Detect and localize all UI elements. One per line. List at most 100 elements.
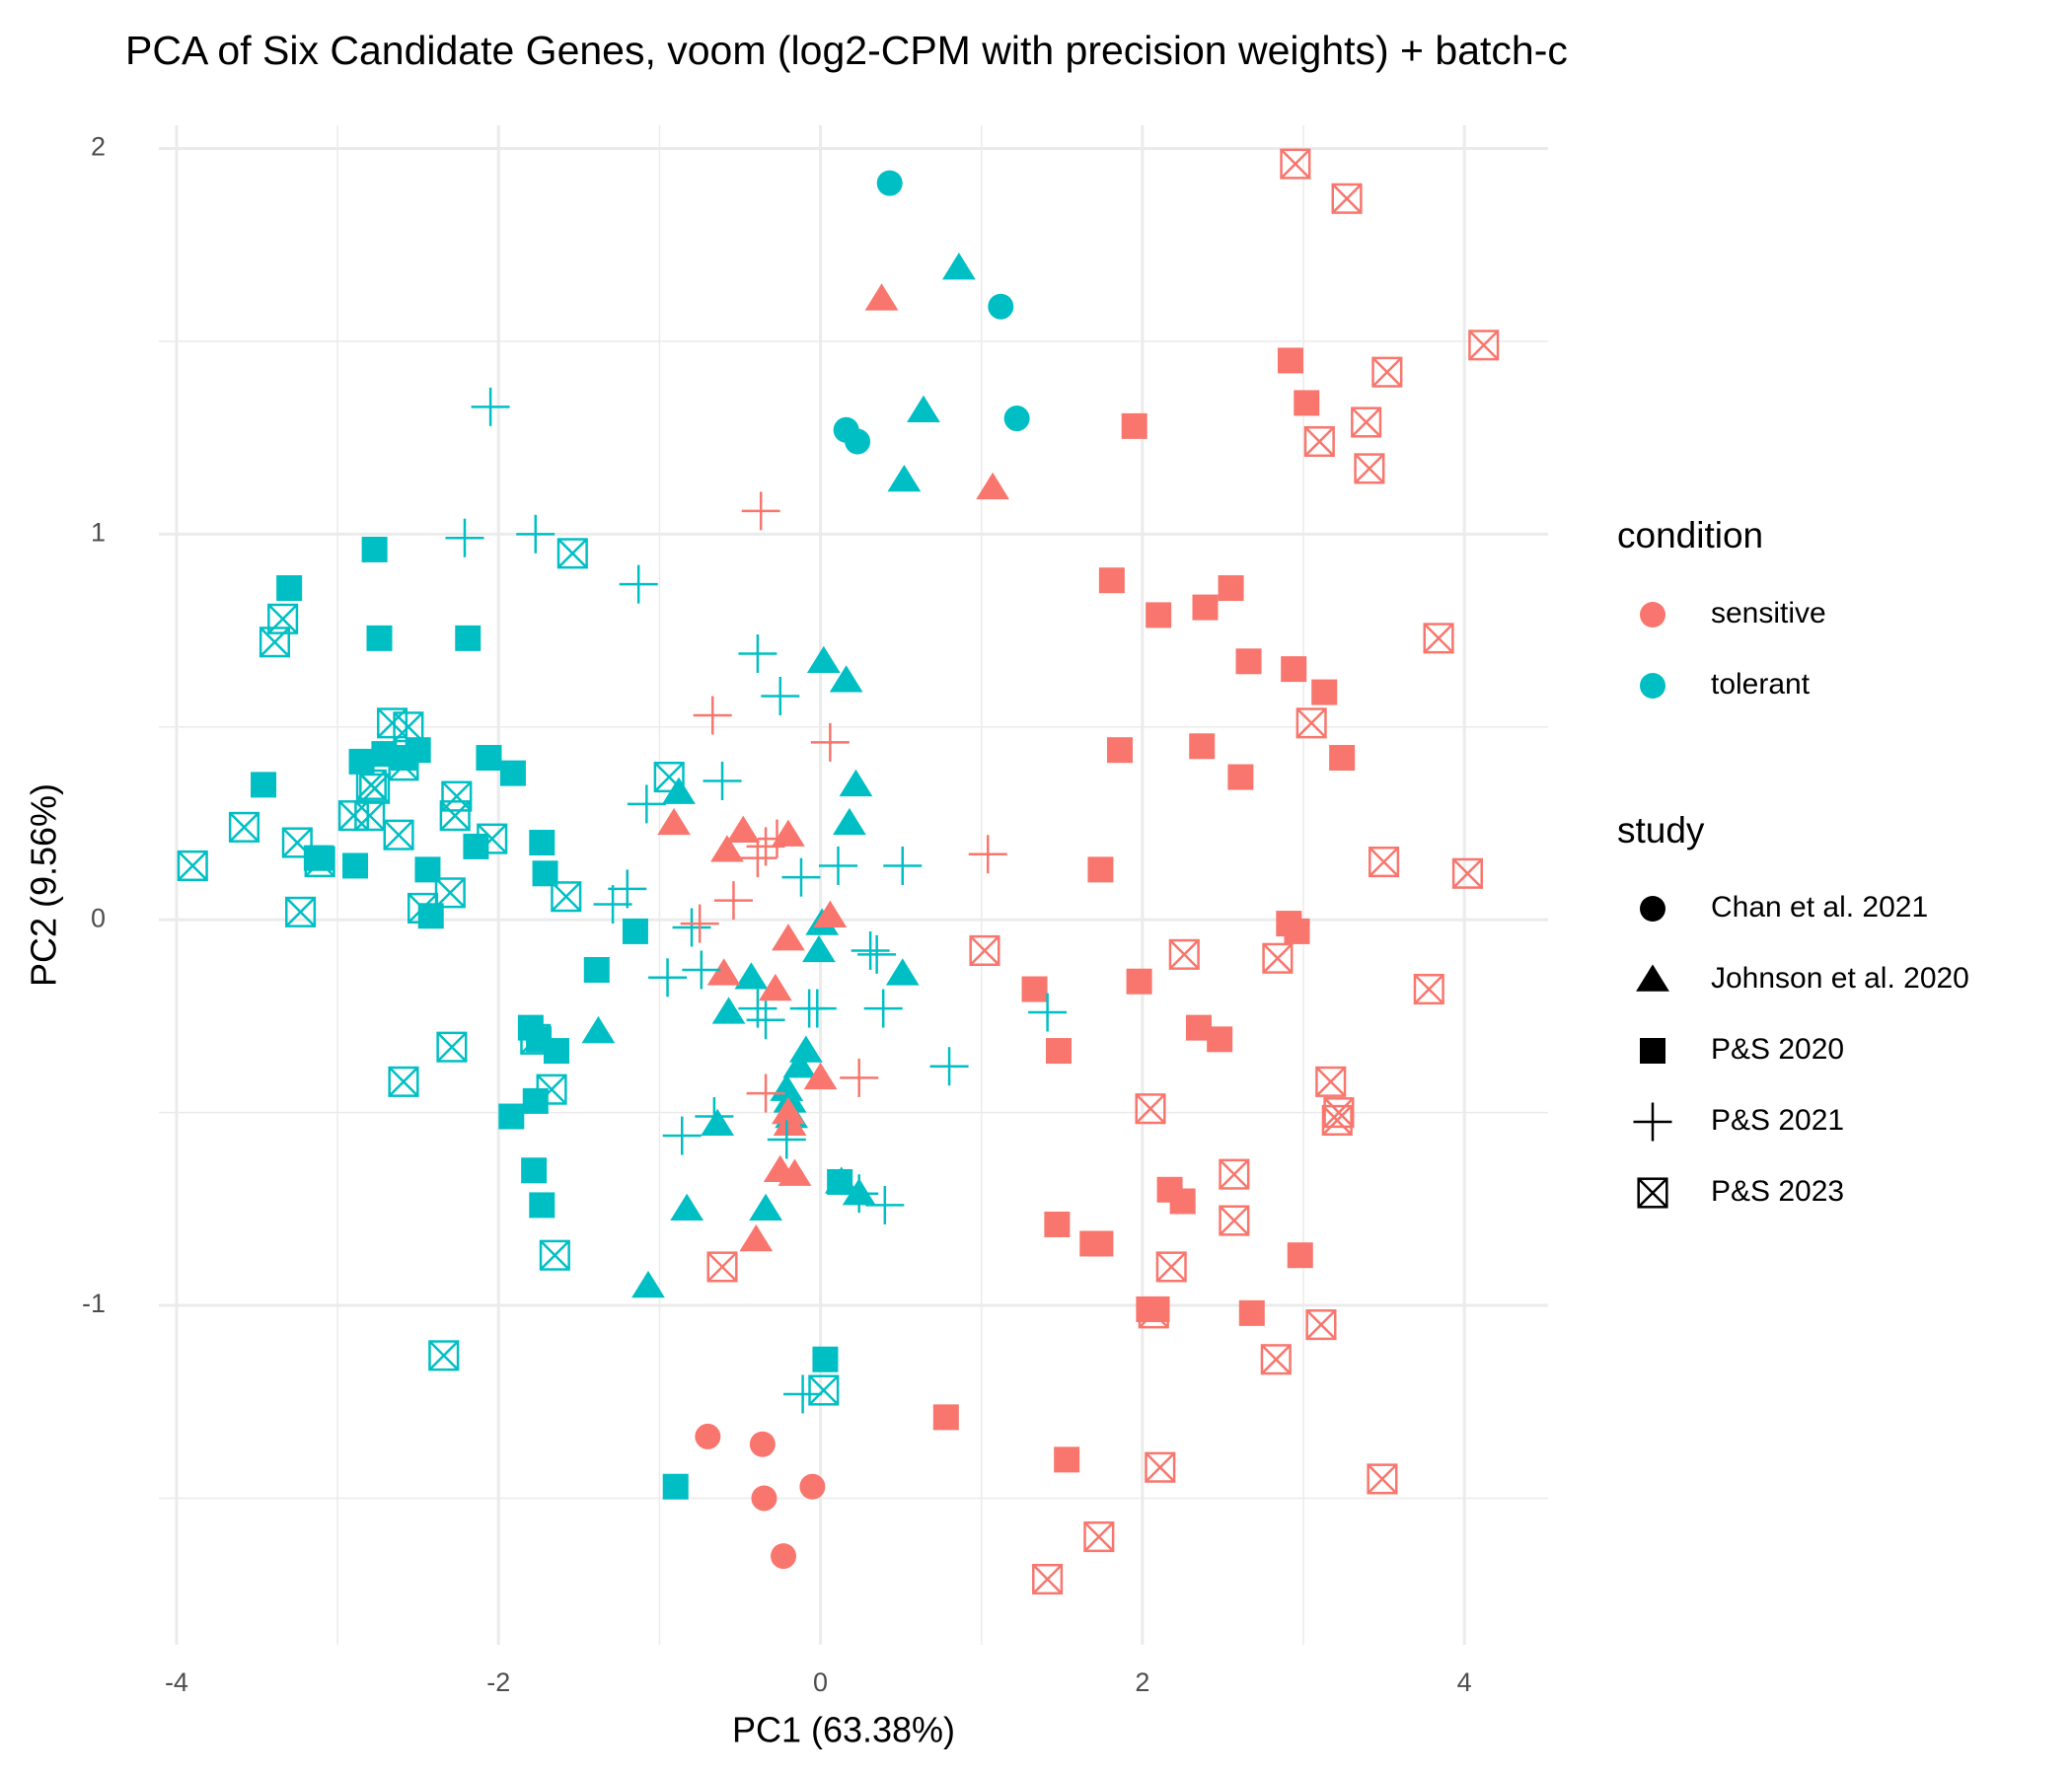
data-point [593, 885, 632, 925]
square-outline [1032, 1564, 1064, 1595]
data-point [1145, 1451, 1176, 1483]
square-marker [498, 1103, 525, 1130]
square-outline [1423, 623, 1454, 654]
data-point [761, 676, 800, 715]
cross-stroke [1423, 623, 1454, 654]
triangle-marker [885, 958, 920, 986]
square-marker [1640, 1038, 1665, 1064]
y-tick-label: 0 [91, 903, 106, 932]
triangle-marker [706, 958, 741, 986]
data-point [228, 811, 260, 843]
triangle-marker [839, 769, 873, 797]
square-outline [1637, 1177, 1668, 1209]
square-marker [662, 1473, 689, 1500]
square-outline [539, 1239, 570, 1271]
square-marker [1121, 412, 1147, 439]
data-point [436, 1031, 468, 1063]
legend-key [1633, 1102, 1672, 1142]
x-tick-label: -2 [486, 1667, 510, 1697]
square-marker [521, 1157, 548, 1184]
triangle-marker [941, 253, 976, 280]
cross-stroke [1280, 148, 1311, 180]
data-point [883, 846, 923, 885]
data-point [388, 1066, 419, 1097]
data-point [738, 989, 777, 1028]
cross-stroke [1032, 1564, 1063, 1594]
square-marker [529, 830, 555, 856]
cross-stroke [1261, 1344, 1292, 1374]
data-point [393, 711, 424, 743]
square-marker [932, 1404, 959, 1431]
cross-stroke [536, 1073, 567, 1105]
y-tick-label: 2 [91, 132, 106, 162]
triangle-marker [711, 997, 746, 1024]
data-point [342, 852, 369, 879]
square-marker [1021, 976, 1048, 1002]
square-marker [1277, 347, 1303, 374]
data-point [662, 1116, 702, 1155]
square-marker [1294, 390, 1320, 416]
square-outline [1219, 1205, 1250, 1236]
cross-stroke [282, 827, 313, 858]
square-marker [1281, 656, 1307, 683]
cross-stroke [1637, 1177, 1668, 1209]
data-point [758, 973, 792, 1001]
cross-stroke [1219, 1158, 1250, 1190]
square-marker [1087, 1230, 1114, 1257]
data-point [773, 1085, 807, 1113]
square-outline [1371, 356, 1403, 388]
data-point [741, 491, 780, 531]
x-tick-label: 0 [813, 1667, 828, 1697]
square-marker [251, 772, 277, 798]
square-marker [1054, 1446, 1080, 1473]
square-outline [556, 538, 588, 569]
data-point [1311, 679, 1338, 705]
data-point [812, 1346, 839, 1372]
square-marker [1284, 918, 1310, 944]
x-tick-label: 4 [1457, 1667, 1472, 1697]
circle-marker [876, 170, 903, 196]
square-outline [441, 780, 473, 812]
cross-stroke [808, 1374, 840, 1406]
data-point [1219, 1158, 1250, 1190]
data-point [521, 1157, 548, 1184]
data-point [251, 772, 277, 798]
cross-stroke [969, 935, 1000, 966]
square-outline [285, 896, 317, 927]
data-point [772, 924, 805, 951]
data-point [1354, 453, 1385, 484]
data-point [749, 1431, 776, 1457]
square-outline [1369, 846, 1400, 878]
triangle-marker [777, 1158, 812, 1186]
cross-stroke [1295, 707, 1327, 739]
data-point [739, 1223, 774, 1252]
square-outline [1451, 857, 1483, 889]
data-point [631, 1270, 665, 1298]
square-marker [1107, 737, 1134, 764]
cross-stroke [435, 877, 466, 909]
triangle-marker [670, 1193, 704, 1221]
data-point [1021, 976, 1048, 1002]
data-point [813, 900, 848, 927]
data-point [672, 908, 711, 947]
data-point [551, 881, 582, 913]
cross-stroke [178, 851, 208, 881]
data-point [1413, 973, 1444, 1005]
data-point [1294, 390, 1320, 416]
square-outline [388, 1066, 419, 1097]
square-outline [1262, 942, 1294, 974]
data-point [833, 807, 866, 836]
data-point [746, 1073, 785, 1113]
data-point [1369, 846, 1400, 878]
square-marker [1146, 602, 1172, 629]
cross-stroke [1351, 407, 1381, 438]
data-point [767, 1120, 806, 1159]
square-outline [1135, 1093, 1166, 1125]
cross-stroke [354, 800, 385, 831]
triangle-marker [726, 815, 761, 843]
cross-stroke [557, 538, 588, 569]
square-outline [1155, 1251, 1187, 1283]
square-outline [706, 1251, 738, 1283]
data-point [713, 881, 753, 921]
triangle-marker [976, 472, 1010, 500]
